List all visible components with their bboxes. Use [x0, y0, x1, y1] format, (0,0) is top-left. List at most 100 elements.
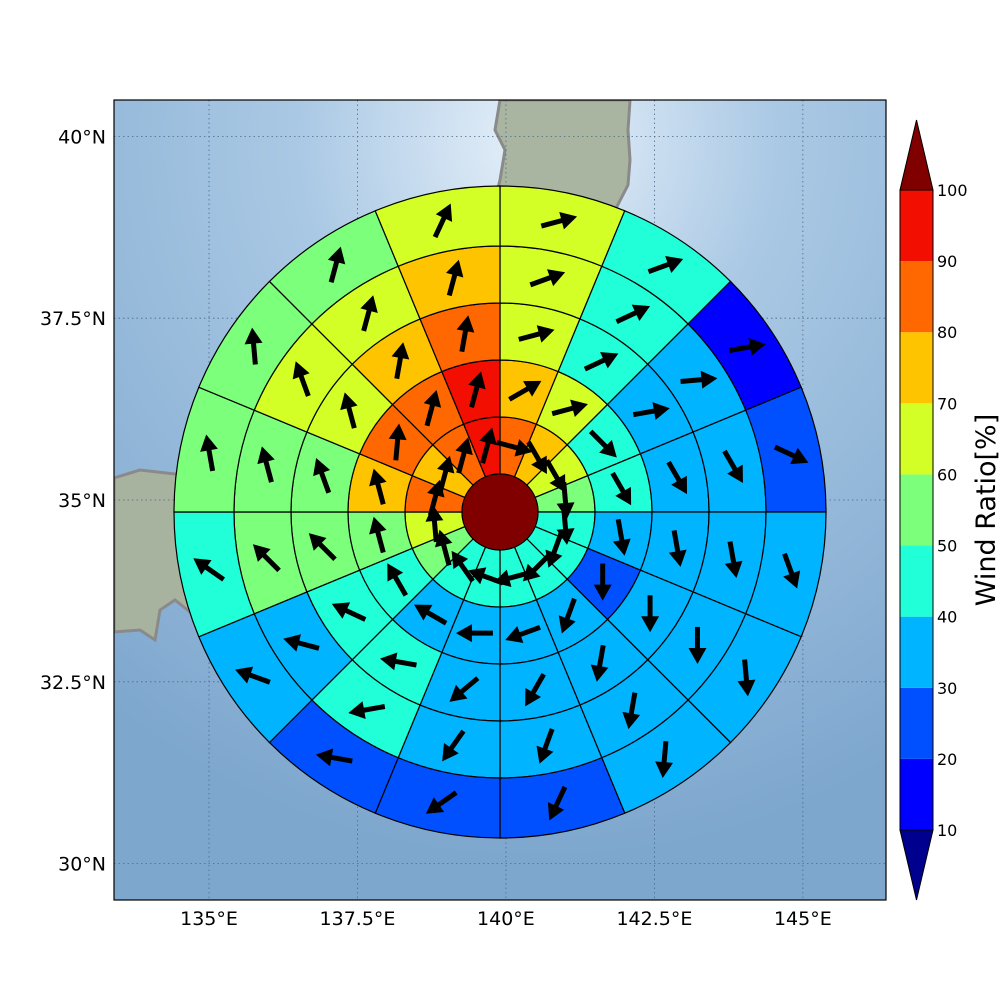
wind-arrow	[529, 269, 566, 288]
colorbar-bin	[900, 545, 933, 617]
latitude-tick-label: 32.5°N	[40, 672, 106, 694]
colorbar-tick-label: 10	[937, 821, 957, 840]
colorbar-tick-label: 90	[937, 252, 957, 271]
wind-arrow	[495, 439, 533, 457]
longitude-tick-label: 140°E	[477, 908, 535, 930]
wind-arrow	[540, 211, 578, 230]
colorbar-over-extension	[899, 119, 934, 191]
wind-arrow	[525, 673, 546, 707]
colorbar-tick-label: 50	[937, 537, 957, 556]
wind-arrow	[425, 505, 444, 543]
wind-arrow	[593, 563, 612, 601]
wind-arrow	[522, 553, 551, 582]
wind-arrow	[200, 434, 218, 472]
wind-arrow	[244, 327, 263, 365]
wind-arrow	[655, 740, 674, 779]
longitude-ticks: 135°E 137.5°E 140°E 142.5°E 145°E	[180, 908, 832, 930]
wind-arrow	[724, 541, 743, 579]
wind-arrow	[508, 380, 542, 402]
colorbar-bin	[900, 261, 933, 333]
wind-arrow	[391, 342, 410, 380]
colorbar-bin	[900, 403, 933, 475]
wind-arrow	[456, 315, 475, 353]
wind-arrow	[455, 437, 473, 474]
wind-arrow	[283, 634, 320, 652]
latitude-tick-label: 37.5°N	[40, 308, 106, 330]
wind-arrow	[782, 552, 801, 589]
wind-arrow	[257, 446, 275, 483]
wind-arrow	[668, 530, 687, 567]
wind-arrow	[641, 595, 660, 633]
longitude-tick-label: 142.5°E	[616, 908, 692, 930]
wind-arrow	[610, 471, 632, 506]
polar-center-cell	[461, 473, 539, 551]
wind-arrow	[369, 516, 387, 554]
colorbar-bin	[900, 687, 933, 759]
latitude-tick-label: 35°N	[58, 490, 106, 512]
colorbar-tick-label: 60	[937, 465, 957, 484]
wind-arrow	[442, 729, 466, 762]
wind-arrow	[380, 652, 417, 671]
wind-arrow	[544, 459, 566, 493]
wind-arrow	[590, 644, 609, 682]
wind-arrow	[360, 295, 378, 332]
wind-direction-arrows	[193, 203, 809, 821]
wind-arrow	[737, 659, 756, 697]
wind-arrow	[615, 304, 651, 324]
colorbar-bin	[900, 758, 933, 830]
wind-arrow	[583, 352, 619, 372]
wind-arrow	[632, 402, 670, 420]
wind-arrow	[449, 676, 480, 702]
wind-arrow	[331, 602, 367, 622]
wind-arrow	[468, 567, 504, 586]
colorbar-bin	[900, 332, 933, 404]
wind-arrow	[292, 361, 311, 397]
wind-arrow	[437, 455, 455, 493]
wind-arrow	[666, 460, 688, 495]
latitude-ticks: 40°N 37.5°N 35°N 32.5°N 30°N	[40, 126, 106, 875]
wind-arrow	[545, 532, 564, 568]
colorbar-tick-label: 30	[937, 679, 957, 698]
wind-arrow	[313, 457, 332, 494]
longitude-tick-label: 145°E	[774, 908, 832, 930]
colorbar-bin	[900, 474, 933, 546]
wind-arrow	[369, 468, 387, 505]
colorbar-tick-label: 20	[937, 750, 957, 769]
wind-arrow	[536, 728, 555, 764]
wind-arrow	[455, 624, 493, 643]
colorbar-tick-label: 40	[937, 608, 957, 627]
wind-arrow	[388, 423, 407, 461]
colorbar-bin	[900, 190, 933, 262]
wind-arrow	[612, 518, 631, 556]
wind-arrow	[551, 399, 588, 417]
wind-arrow	[479, 427, 497, 464]
wind-arrow	[193, 558, 226, 582]
wind-arrow	[558, 597, 577, 634]
wind-arrow	[688, 626, 707, 664]
wind-arrow	[446, 259, 464, 297]
wind-arrow	[423, 389, 442, 427]
wind-arrow	[588, 429, 617, 458]
wind-arrow	[414, 604, 448, 626]
wind-arrow	[773, 444, 809, 465]
colorbar-bin	[900, 616, 933, 688]
wind-arrow	[680, 370, 718, 389]
colorbar-frame	[899, 189, 934, 831]
wind-arrow	[505, 624, 541, 643]
colorbar-under-extension	[899, 829, 934, 901]
wind-arrow	[468, 371, 486, 408]
latitude-tick-label: 30°N	[58, 854, 106, 876]
wind-arrow	[647, 256, 684, 275]
wind-arrow	[235, 666, 271, 685]
wind-arrow	[315, 748, 353, 767]
longitude-tick-label: 137.5°E	[320, 908, 396, 930]
wind-arrow	[387, 563, 408, 597]
wind-arrow	[547, 785, 568, 821]
wind-arrow	[434, 529, 453, 567]
latitude-tick-label: 40°N	[58, 126, 106, 148]
wind-arrow	[348, 701, 386, 720]
colorbar-tick-label: 70	[937, 394, 957, 413]
colorbar-tick-label: 80	[937, 323, 957, 342]
wind-arrow	[518, 325, 555, 343]
